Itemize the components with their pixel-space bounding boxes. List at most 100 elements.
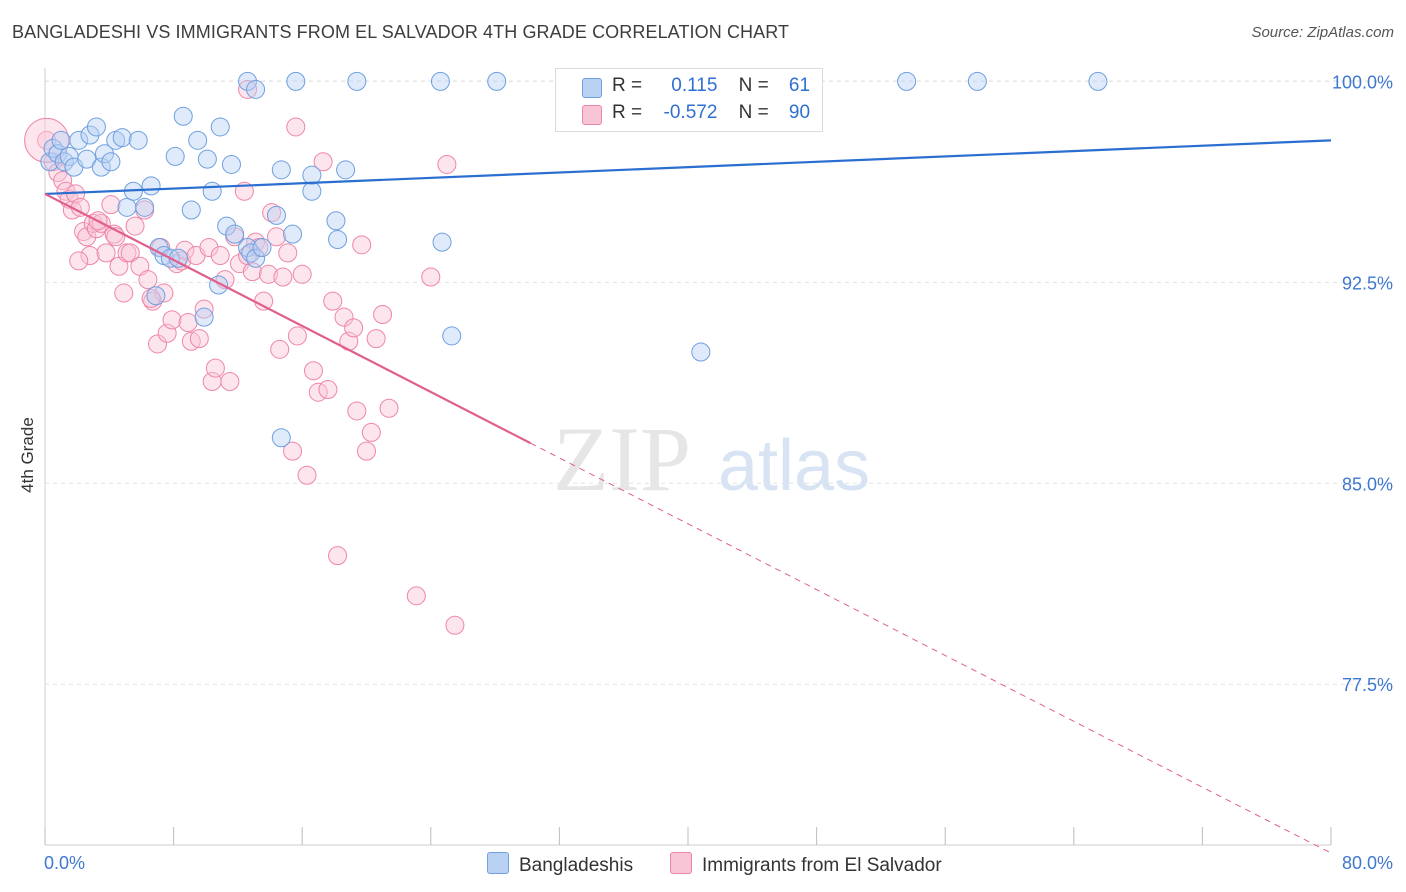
blue-point — [246, 79, 266, 99]
pink-point — [286, 117, 306, 137]
blue-point — [271, 428, 291, 448]
blue-point — [69, 130, 89, 150]
pink-point — [437, 154, 457, 174]
blue-point — [302, 181, 322, 201]
pink-point — [69, 251, 89, 271]
legend-blue-swatch — [582, 78, 602, 98]
blue-point — [128, 130, 148, 150]
watermark-zip: ZIP — [553, 408, 691, 510]
blue-point — [117, 197, 137, 217]
pink-point — [328, 546, 348, 566]
legend-blue-r-value: 0.115 — [671, 75, 718, 96]
pink-point — [357, 441, 376, 461]
y-tick-label: 85.0% — [1342, 474, 1393, 494]
legend-el-salvador-label: Immigrants from El Salvador — [702, 855, 942, 876]
pink-point — [125, 216, 145, 236]
x-tick-label: 0.0% — [44, 853, 85, 873]
blue-point — [967, 71, 987, 91]
pink-point — [181, 331, 201, 351]
pink-point — [273, 267, 293, 287]
pink-point — [292, 264, 312, 284]
pink-point — [283, 441, 303, 461]
pink-point — [379, 398, 399, 418]
blue-point — [487, 71, 507, 91]
legend-bangladeshis: Bangladeshis — [487, 852, 633, 877]
pink-point — [199, 238, 219, 258]
pink-point — [175, 240, 195, 260]
pink-point — [205, 358, 225, 378]
blue-point — [146, 286, 166, 306]
blue-point — [112, 128, 132, 148]
y-tick-label: 77.5% — [1342, 675, 1393, 695]
blue-point — [188, 130, 208, 150]
pink-point — [53, 171, 73, 191]
blue-point — [266, 205, 286, 225]
pink-point — [258, 264, 278, 284]
blue-point — [432, 232, 452, 252]
blue-point — [135, 197, 155, 217]
blue-point — [897, 71, 917, 91]
blue-point — [141, 176, 161, 196]
pink-point — [334, 307, 354, 327]
legend-blue-n-label: N = — [738, 75, 769, 96]
legend-bangladeshis-swatch — [487, 852, 509, 874]
pink-point — [347, 401, 367, 421]
pink-point — [194, 299, 214, 319]
legend-el-salvador: Immigrants from El Salvador — [670, 852, 942, 877]
blue-point — [238, 71, 258, 91]
blue-point — [101, 152, 121, 172]
blue-point — [442, 326, 462, 346]
blue-point — [286, 71, 306, 91]
pink-point — [406, 586, 426, 606]
y-axis-label: 4th Grade — [18, 417, 37, 493]
legend-pink-swatch — [582, 105, 602, 125]
blue-point — [77, 149, 97, 169]
pink-point — [270, 339, 290, 359]
legend-bangladeshis-label: Bangladeshis — [519, 855, 634, 876]
blue-point — [271, 160, 291, 180]
legend-el-salvador-swatch — [670, 852, 692, 874]
pink-point — [421, 267, 441, 287]
chart-title: BANGLADESHI VS IMMIGRANTS FROM EL SALVAD… — [12, 22, 790, 42]
trend-lines — [44, 139, 1332, 854]
pink-point — [138, 270, 158, 290]
legend-blue-r-label: R = — [612, 75, 643, 96]
pink-point — [220, 371, 240, 391]
pink-point — [96, 243, 116, 263]
pink-point — [373, 304, 393, 324]
blue-point — [165, 146, 185, 166]
pink-point — [366, 329, 386, 349]
blue-point — [238, 238, 258, 258]
pink-point — [323, 291, 343, 311]
legend-pink-n-label: N = — [738, 102, 769, 123]
pink-trend-line — [44, 192, 531, 445]
legend-pink-r-value: -0.572 — [663, 102, 718, 123]
blue-point — [194, 307, 214, 327]
pink-point — [101, 195, 121, 215]
blue-point — [197, 149, 217, 169]
pink-point — [238, 79, 258, 99]
blue-point — [328, 229, 348, 249]
blue-trend-line — [44, 139, 1332, 196]
y-tick-label: 100.0% — [1332, 72, 1393, 92]
pink-point — [148, 334, 168, 354]
blue-point — [210, 117, 230, 137]
stats-legend: R = 0.115 N = 61 R = -0.572 N = 90 — [555, 68, 823, 132]
x-tick-label: 80.0% — [1342, 853, 1393, 873]
blue-point — [173, 106, 193, 126]
blue-point — [51, 130, 71, 150]
pink-point — [445, 615, 465, 635]
legend-row-blue: R = 0.115 N = 61 — [612, 75, 810, 99]
pink-point — [278, 243, 298, 263]
pink-point — [318, 380, 338, 400]
blue-point — [1088, 71, 1108, 91]
pink-point — [178, 313, 198, 333]
pink-point — [80, 246, 100, 266]
blue-point — [691, 342, 711, 362]
pink-point — [120, 243, 140, 263]
y-tick-label: 92.5% — [1342, 273, 1393, 293]
blue-point — [181, 200, 201, 220]
blue-point — [86, 117, 106, 137]
blue-point — [302, 165, 322, 185]
